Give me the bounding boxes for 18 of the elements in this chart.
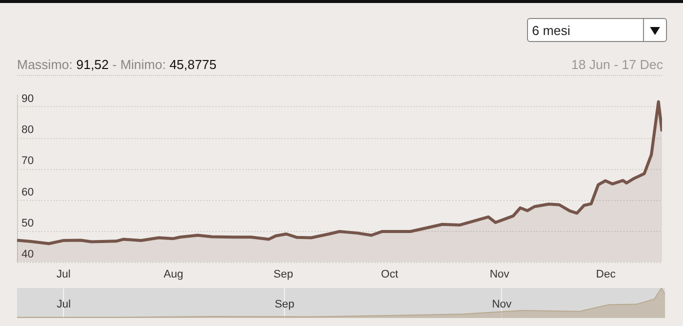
x-tick-label: Sep [274, 298, 294, 310]
y-tick-label: 60 [22, 186, 34, 198]
x-tick-label: Oct [381, 268, 398, 280]
chart-subtitle: Massimo: 91,52 - Minimo: 45,8775 [17, 57, 216, 72]
x-tick-label: Sep [274, 268, 294, 280]
period-dropdown: 6 mesi [527, 18, 667, 42]
x-tick-label: Nov [492, 298, 512, 310]
y-tick-label: 50 [22, 217, 34, 230]
x-tick-label: Dec [596, 268, 616, 280]
x-tick-label: Nov [490, 268, 510, 280]
x-tick-label: Jul [56, 268, 71, 280]
y-tick-label: 80 [22, 124, 34, 136]
y-tick-label: 70 [22, 155, 34, 168]
x-tick-label: Aug [164, 268, 184, 280]
y-tick-label: 90 [22, 92, 34, 105]
y-tick-label: 40 [22, 248, 34, 260]
text: 18 Jun - 17 Dec [571, 57, 663, 72]
x-tick-label: Jul [56, 298, 71, 310]
